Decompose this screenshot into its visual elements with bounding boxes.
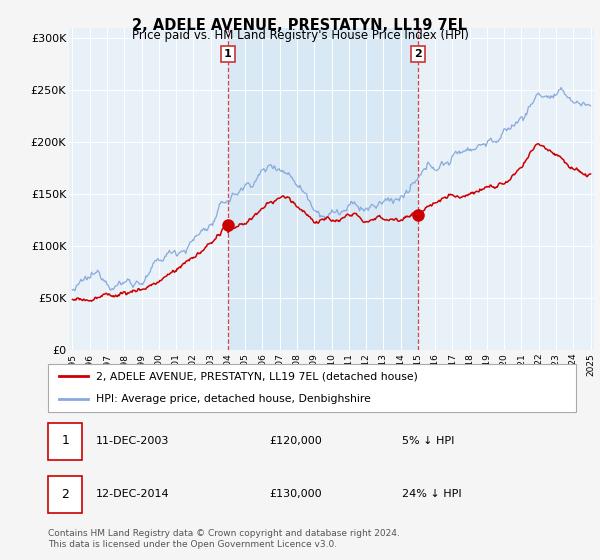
Bar xyxy=(228,28,418,350)
Text: 1: 1 xyxy=(224,49,232,59)
Text: £120,000: £120,000 xyxy=(270,436,323,446)
Bar xyxy=(48,476,82,513)
Text: Price paid vs. HM Land Registry's House Price Index (HPI): Price paid vs. HM Land Registry's House … xyxy=(131,29,469,42)
Text: 2: 2 xyxy=(414,49,422,59)
Text: 2: 2 xyxy=(61,488,70,501)
Text: 5% ↓ HPI: 5% ↓ HPI xyxy=(402,436,454,446)
Text: 2, ADELE AVENUE, PRESTATYN, LL19 7EL (detached house): 2, ADELE AVENUE, PRESTATYN, LL19 7EL (de… xyxy=(95,371,418,381)
Text: £130,000: £130,000 xyxy=(270,489,322,499)
Text: 2, ADELE AVENUE, PRESTATYN, LL19 7EL: 2, ADELE AVENUE, PRESTATYN, LL19 7EL xyxy=(133,18,467,33)
Text: 24% ↓ HPI: 24% ↓ HPI xyxy=(402,489,461,499)
Text: 12-DEC-2014: 12-DEC-2014 xyxy=(95,489,169,499)
Text: HPI: Average price, detached house, Denbighshire: HPI: Average price, detached house, Denb… xyxy=(95,394,370,404)
Text: Contains HM Land Registry data © Crown copyright and database right 2024.
This d: Contains HM Land Registry data © Crown c… xyxy=(48,529,400,549)
Text: 1: 1 xyxy=(61,435,70,447)
Bar xyxy=(48,423,82,460)
Text: 11-DEC-2003: 11-DEC-2003 xyxy=(95,436,169,446)
